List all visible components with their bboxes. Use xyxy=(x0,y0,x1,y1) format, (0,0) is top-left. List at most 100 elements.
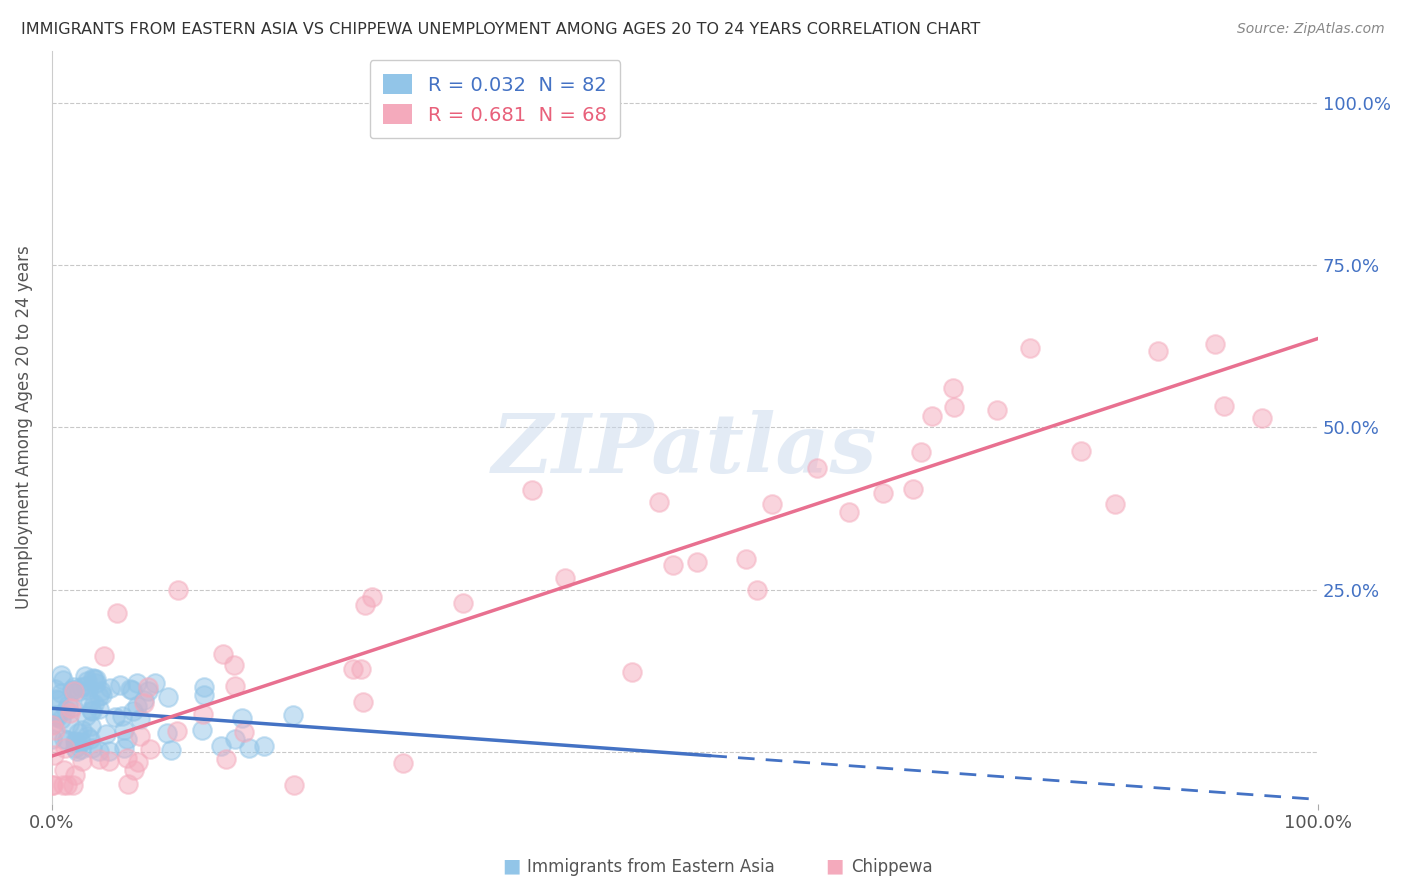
Point xyxy=(111,708,134,723)
Point xyxy=(122,763,145,777)
Point xyxy=(65,734,87,748)
Point xyxy=(451,596,474,610)
Point xyxy=(89,751,111,765)
Point xyxy=(75,709,97,723)
Point xyxy=(686,555,709,569)
Point xyxy=(209,739,232,753)
Point xyxy=(60,682,83,697)
Point xyxy=(838,505,860,519)
Point xyxy=(41,731,63,746)
Point xyxy=(986,402,1008,417)
Point xyxy=(127,698,149,713)
Point xyxy=(132,696,155,710)
Point xyxy=(59,706,82,720)
Point xyxy=(1104,497,1126,511)
Point xyxy=(70,742,93,756)
Y-axis label: Unemployment Among Ages 20 to 24 years: Unemployment Among Ages 20 to 24 years xyxy=(15,245,32,609)
Point xyxy=(127,755,149,769)
Point xyxy=(49,686,72,700)
Point xyxy=(55,777,77,791)
Point xyxy=(921,409,943,424)
Text: Immigrants from Eastern Asia: Immigrants from Eastern Asia xyxy=(527,858,775,876)
Point xyxy=(87,744,110,758)
Point xyxy=(352,695,374,709)
Point xyxy=(49,712,72,726)
Point xyxy=(215,752,238,766)
Point xyxy=(82,672,104,686)
Point xyxy=(63,734,86,748)
Point xyxy=(193,689,215,703)
Point xyxy=(60,700,83,714)
Point xyxy=(745,582,768,597)
Point xyxy=(65,768,87,782)
Point xyxy=(283,777,305,791)
Point xyxy=(1147,344,1170,359)
Point xyxy=(942,400,965,414)
Point xyxy=(238,741,260,756)
Point xyxy=(191,706,214,721)
Point xyxy=(253,739,276,753)
Point xyxy=(901,482,924,496)
Point xyxy=(520,483,543,497)
Point xyxy=(224,679,246,693)
Point xyxy=(122,704,145,718)
Point xyxy=(134,693,156,707)
Point xyxy=(76,730,98,744)
Point xyxy=(80,719,103,733)
Point xyxy=(63,680,86,694)
Point xyxy=(233,724,256,739)
Point xyxy=(82,704,104,718)
Point xyxy=(136,680,159,694)
Point xyxy=(662,558,685,572)
Point xyxy=(156,726,179,740)
Point xyxy=(42,747,65,762)
Point xyxy=(350,662,373,676)
Point xyxy=(76,673,98,688)
Point xyxy=(79,703,101,717)
Point xyxy=(128,729,150,743)
Text: Chippewa: Chippewa xyxy=(851,858,932,876)
Point xyxy=(75,669,97,683)
Point xyxy=(115,731,138,746)
Point xyxy=(942,381,965,395)
Point xyxy=(46,693,69,707)
Point xyxy=(91,688,114,702)
Point xyxy=(62,682,84,697)
Point xyxy=(620,665,643,680)
Point xyxy=(53,731,76,746)
Point xyxy=(112,741,135,756)
Point xyxy=(65,744,87,758)
Point xyxy=(231,711,253,725)
Point xyxy=(63,683,86,698)
Point xyxy=(211,647,233,661)
Point xyxy=(63,741,86,756)
Point xyxy=(554,571,576,585)
Point xyxy=(41,777,63,791)
Point xyxy=(167,582,190,597)
Point xyxy=(62,777,84,791)
Point xyxy=(87,689,110,703)
Point xyxy=(735,551,758,566)
Point xyxy=(117,751,139,765)
Point xyxy=(79,693,101,707)
Point xyxy=(44,723,66,737)
Point xyxy=(70,723,93,738)
Point xyxy=(87,702,110,716)
Point xyxy=(52,673,75,687)
Point xyxy=(1018,341,1040,355)
Text: Source: ZipAtlas.com: Source: ZipAtlas.com xyxy=(1237,22,1385,37)
Point xyxy=(190,723,212,737)
Point xyxy=(79,731,101,746)
Point xyxy=(52,777,75,791)
Point xyxy=(222,657,245,672)
Point xyxy=(761,498,783,512)
Text: ■: ■ xyxy=(502,857,520,876)
Point xyxy=(118,681,141,696)
Point xyxy=(41,718,63,732)
Point xyxy=(98,681,121,696)
Point xyxy=(105,606,128,620)
Point xyxy=(108,678,131,692)
Point xyxy=(224,732,246,747)
Text: ZIPatlas: ZIPatlas xyxy=(492,410,877,490)
Point xyxy=(84,672,107,686)
